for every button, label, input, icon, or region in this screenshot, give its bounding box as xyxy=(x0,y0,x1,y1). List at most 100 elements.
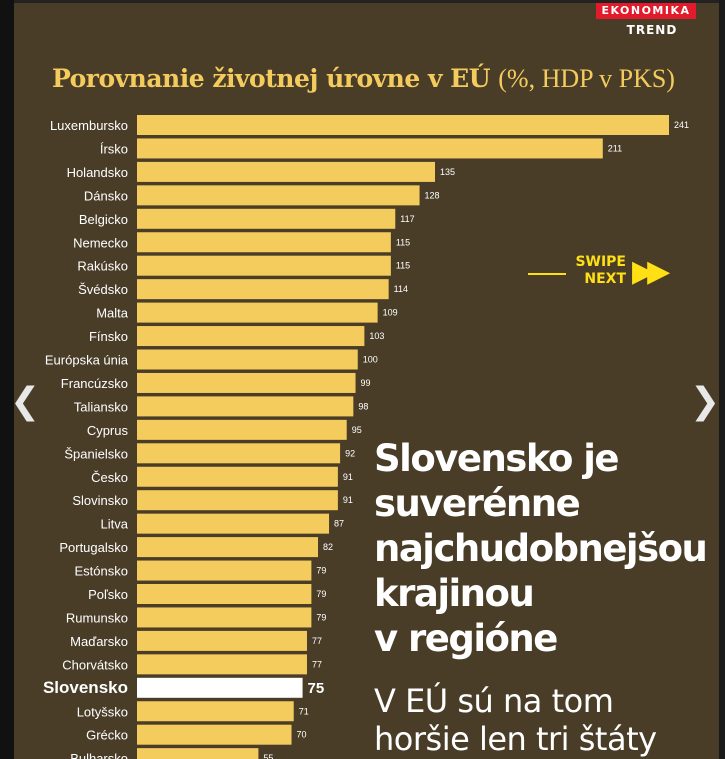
value-label: 241 xyxy=(674,120,689,130)
bar-country xyxy=(137,701,294,722)
category-label: Holandsko xyxy=(67,165,128,180)
category-label: Francúzsko xyxy=(61,376,128,391)
value-label: 115 xyxy=(396,237,410,247)
bar-highlight xyxy=(137,677,303,698)
bar-country xyxy=(137,584,312,604)
value-label: 77 xyxy=(312,659,322,669)
value-label: 128 xyxy=(425,190,440,200)
category-label: Luxembursko xyxy=(50,118,128,133)
window-right-edge xyxy=(719,0,725,759)
chart-title-main: Porovnanie životnej úrovne v EÚ xyxy=(52,64,491,93)
value-label: 98 xyxy=(358,401,368,411)
bar-country xyxy=(137,185,420,206)
headline-line: krajinou xyxy=(374,572,535,615)
value-label: 79 xyxy=(316,566,326,576)
bar-country xyxy=(137,607,312,628)
headline: Slovensko je suverénne najchudobnejšou k… xyxy=(374,436,714,661)
bar-country xyxy=(137,724,292,745)
value-label: 92 xyxy=(345,448,355,458)
bar-country xyxy=(137,349,358,370)
double-play-arrow-icon: ▶▶ xyxy=(632,255,670,288)
value-label: 70 xyxy=(297,730,307,740)
value-label: 99 xyxy=(361,378,371,388)
category-label: Rakúsko xyxy=(77,259,128,274)
category-label: Litva xyxy=(101,517,129,532)
bar-country xyxy=(137,372,356,393)
bar-country xyxy=(137,326,365,347)
value-label: 79 xyxy=(316,589,326,599)
headline-line: najchudobnejšou xyxy=(374,527,708,570)
category-label: Dánsko xyxy=(84,188,128,203)
bar-country xyxy=(137,513,330,534)
category-label: Poľsko xyxy=(88,587,128,602)
category-label: Švédsko xyxy=(78,282,128,297)
bar-country xyxy=(137,279,389,300)
bar-country xyxy=(137,232,391,253)
category-label: Estónsko xyxy=(75,564,128,579)
category-label: Maďarsko xyxy=(70,634,128,649)
bar-country xyxy=(137,466,338,487)
value-label: 109 xyxy=(383,308,398,318)
value-label: 103 xyxy=(369,331,384,341)
bar-country xyxy=(137,419,347,440)
bar-country xyxy=(137,208,396,229)
headline-line: v regióne xyxy=(374,617,558,660)
value-label: 91 xyxy=(343,495,353,505)
bar-country xyxy=(137,396,354,417)
value-label: 100 xyxy=(363,355,378,365)
value-label: 95 xyxy=(352,425,362,435)
bar-country xyxy=(137,443,341,464)
category-label: Taliansko xyxy=(74,399,128,414)
headline-line: Slovensko je xyxy=(374,437,620,480)
swipe-text-line1: SWIPE xyxy=(575,254,626,270)
window-left-edge xyxy=(0,0,14,759)
swipe-text-line2: NEXT xyxy=(584,271,626,287)
window-top-edge xyxy=(0,0,725,3)
category-label: Chorvátsko xyxy=(62,657,128,672)
value-label: 55 xyxy=(263,753,273,759)
bar-country xyxy=(137,115,669,135)
category-label: Malta xyxy=(96,306,129,321)
value-label: 82 xyxy=(323,542,333,552)
value-label: 71 xyxy=(299,706,309,716)
category-label: Portugalsko xyxy=(59,540,128,555)
category-label: Česko xyxy=(91,470,128,485)
value-label: 87 xyxy=(334,519,344,529)
bar-country xyxy=(137,560,312,581)
bar-country xyxy=(137,490,338,511)
value-label: 114 xyxy=(394,284,408,294)
category-label: Cyprus xyxy=(87,423,129,438)
value-label: 211 xyxy=(608,143,622,153)
subheadline-line: V EÚ sú na tom xyxy=(374,682,614,720)
subheadline-line: horšie len tri štáty xyxy=(374,720,657,758)
bar-country xyxy=(137,255,391,276)
value-label: 77 xyxy=(312,636,322,646)
value-label: 135 xyxy=(440,167,455,177)
bar-country xyxy=(137,654,307,675)
bar-country xyxy=(137,537,319,558)
category-label: Európska únia xyxy=(45,353,129,368)
category-label: Grécko xyxy=(86,728,128,743)
value-label: 75 xyxy=(308,680,325,697)
bar-country xyxy=(137,161,436,182)
category-label: Bulharsko xyxy=(70,751,128,759)
value-label: 91 xyxy=(343,472,353,482)
category-label: Nemecko xyxy=(73,235,128,250)
value-label: 115 xyxy=(396,261,410,271)
swipe-next-hint[interactable]: SWIPE NEXT ▶▶ xyxy=(528,254,688,294)
chevron-left-icon[interactable]: ❮ xyxy=(10,381,41,422)
brand-logo-bottom: TREND xyxy=(626,23,678,37)
brand-logo: EKONOMIKA TREND xyxy=(596,3,696,39)
category-label: Belgicko xyxy=(79,212,128,227)
chevron-right-icon[interactable]: ❯ xyxy=(690,381,721,422)
bar-country xyxy=(137,748,259,759)
bar-country xyxy=(137,630,307,651)
value-label: 117 xyxy=(400,214,414,224)
category-label: Španielsko xyxy=(64,446,128,461)
headline-line: suverénne xyxy=(374,482,581,525)
category-label: Írsko xyxy=(100,141,128,156)
category-label: Slovensko xyxy=(43,678,128,697)
swipe-line xyxy=(528,273,566,275)
chart-title: Porovnanie životnej úrovne v EÚ (%, HDP … xyxy=(52,64,712,94)
